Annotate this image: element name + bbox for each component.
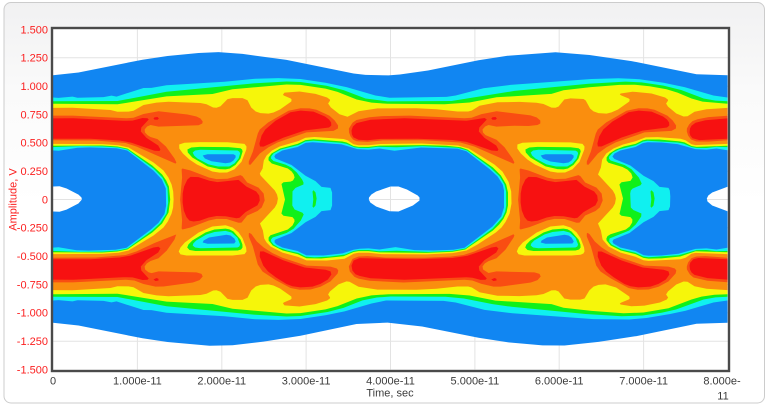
svg-text:5.000e-11: 5.000e-11 xyxy=(451,376,500,388)
svg-text:Time, sec: Time, sec xyxy=(366,388,414,400)
svg-text:1.500: 1.500 xyxy=(20,24,48,36)
svg-text:6.000e-11: 6.000e-11 xyxy=(535,376,584,388)
svg-text:0: 0 xyxy=(50,376,56,388)
svg-text:1.000: 1.000 xyxy=(20,81,48,93)
svg-text:0.250: 0.250 xyxy=(20,166,48,178)
svg-text:3.000e-11: 3.000e-11 xyxy=(282,376,331,388)
svg-text:11: 11 xyxy=(717,391,728,403)
svg-text:Amplitude, V: Amplitude, V xyxy=(8,168,20,231)
svg-text:0.500: 0.500 xyxy=(20,138,48,150)
svg-text:0: 0 xyxy=(42,194,48,206)
svg-text:-1.250: -1.250 xyxy=(17,336,48,348)
svg-text:1.250: 1.250 xyxy=(20,53,48,65)
svg-text:-1.500: -1.500 xyxy=(17,364,48,376)
svg-text:7.000e-11: 7.000e-11 xyxy=(619,376,668,388)
svg-text:4.000e-11: 4.000e-11 xyxy=(366,376,415,388)
svg-text:-0.250: -0.250 xyxy=(17,223,48,235)
svg-text:-1.000: -1.000 xyxy=(17,308,48,320)
svg-text:0.750: 0.750 xyxy=(20,109,48,121)
svg-text:2.000e-11: 2.000e-11 xyxy=(197,376,246,388)
svg-text:-0.500: -0.500 xyxy=(17,251,48,263)
svg-text:1.000e-11: 1.000e-11 xyxy=(113,376,162,388)
svg-text:8.000e-: 8.000e- xyxy=(703,376,741,388)
svg-text:-0.750: -0.750 xyxy=(17,279,48,291)
